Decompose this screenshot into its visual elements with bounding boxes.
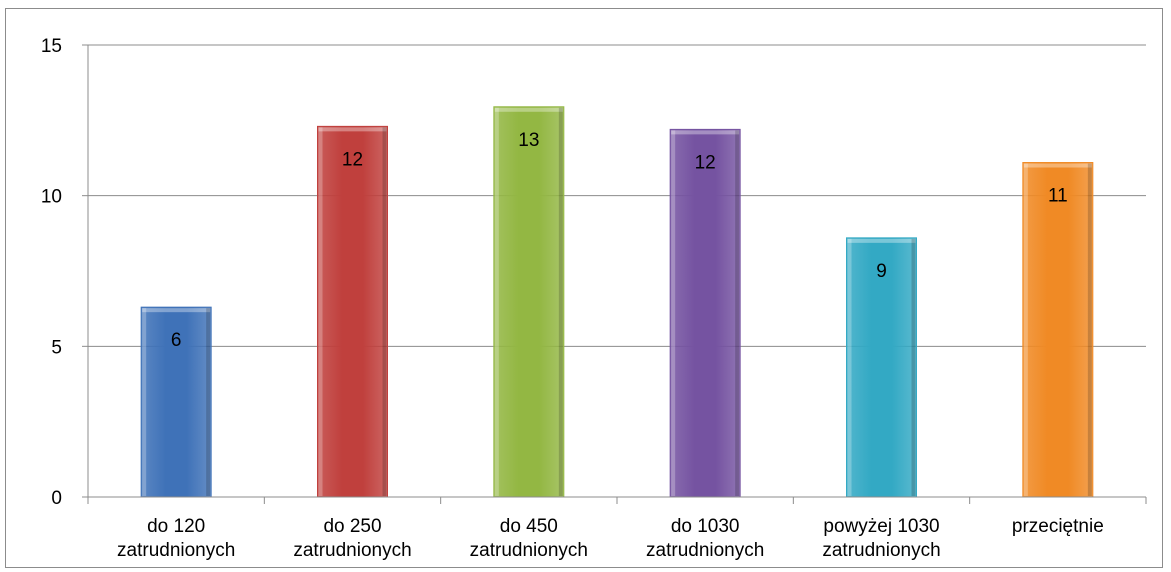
category-label-3: do 1030 zatrudnionych	[646, 516, 764, 561]
category-label-line: zatrudnionych	[470, 540, 588, 561]
data-label-4: 9	[876, 261, 887, 282]
data-label-1: 12	[342, 149, 363, 170]
y-tick-label-15: 15	[41, 36, 62, 57]
bar-right-shade-5	[1087, 163, 1092, 496]
bar-right-shade-3	[735, 130, 740, 496]
bar-2	[493, 106, 565, 498]
bar-top-highlight-1	[318, 127, 387, 132]
bar-group-3	[669, 128, 741, 498]
category-label-0: do 120 zatrudnionych	[117, 516, 235, 561]
y-tick-label-5: 5	[51, 337, 62, 358]
bar-left-highlight-0	[142, 308, 147, 496]
category-label-line: zatrudnionych	[293, 540, 411, 561]
bar-left-highlight-4	[847, 238, 852, 496]
bar-left-highlight-1	[318, 127, 323, 497]
bar-group-1	[317, 125, 388, 498]
category-label-1: do 250 zatrudnionych	[293, 516, 411, 561]
category-label-line: do 120	[147, 516, 205, 537]
bar-3	[669, 128, 741, 498]
category-label-line: do 450	[500, 516, 558, 537]
bar-left-highlight-2	[494, 107, 499, 497]
data-label-5: 11	[1048, 186, 1068, 207]
bar-group-0	[140, 306, 212, 498]
data-label-0: 6	[171, 330, 182, 351]
axes	[82, 44, 1147, 504]
bar-right-shade-4	[911, 238, 916, 496]
bar-group-5	[1022, 162, 1094, 498]
bar-4	[846, 237, 917, 498]
category-label-line: do 1030	[671, 516, 740, 537]
bar-0	[140, 306, 212, 498]
bar-top-highlight-4	[847, 238, 916, 243]
category-label-line: zatrudnionych	[646, 540, 764, 561]
category-label-line: zatrudnionych	[822, 540, 940, 561]
bar-right-shade-2	[558, 107, 563, 497]
category-label-2: do 450 zatrudnionych	[470, 516, 588, 561]
bar-5	[1022, 162, 1094, 498]
y-tick-label-10: 10	[41, 187, 62, 208]
y-tick-label-0: 0	[51, 488, 62, 509]
bar-top-highlight-2	[494, 107, 563, 112]
category-label-line: do 250	[323, 516, 381, 537]
labels: 0 5 10 15 6 do 120 zatrudnionych 12 do 250 zatrud…	[41, 36, 1104, 561]
bar-top-highlight-3	[671, 130, 740, 135]
bar-group-4	[846, 237, 917, 498]
data-label-3: 12	[695, 152, 716, 173]
bar-top-highlight-5	[1023, 163, 1092, 168]
gridlines	[88, 44, 1146, 347]
bar-right-shade-0	[206, 308, 211, 496]
bar-left-highlight-5	[1023, 163, 1028, 496]
bar-group-2	[493, 106, 565, 498]
data-label-2: 13	[518, 130, 539, 151]
category-label-line: powyżej 1030	[823, 516, 939, 537]
bars	[140, 106, 1094, 498]
category-label-4: powyżej 1030 zatrudnionych	[822, 516, 940, 561]
bar-right-shade-1	[382, 127, 387, 497]
category-label-line: zatrudnionych	[117, 540, 235, 561]
bar-top-highlight-0	[142, 308, 211, 313]
bar-1	[317, 125, 388, 498]
category-label-5: przeciętnie	[1012, 516, 1104, 537]
category-label-line: przeciętnie	[1012, 516, 1104, 537]
bar-left-highlight-3	[671, 130, 676, 496]
